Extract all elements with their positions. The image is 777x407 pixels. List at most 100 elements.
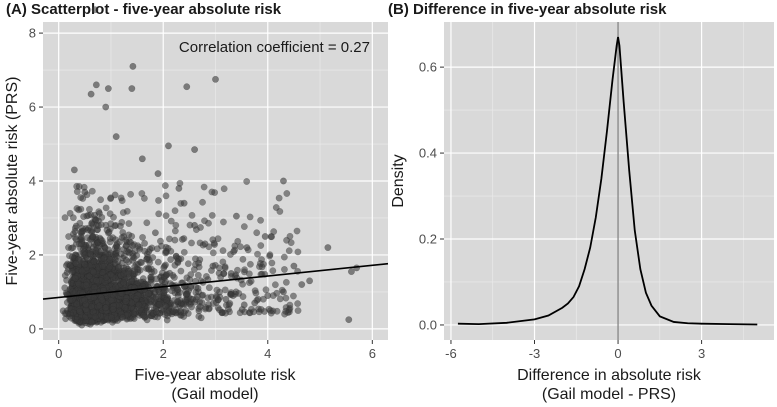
plot-a-points — [59, 6, 361, 329]
plot-a-gridlines — [43, 22, 388, 340]
scatter-point — [145, 264, 152, 272]
scatter-point — [187, 284, 194, 291]
scatter-point — [236, 309, 244, 317]
scatter-point — [171, 301, 179, 309]
scatter-point — [205, 284, 213, 292]
y-tick-label: 0.4 — [419, 146, 437, 161]
x-tick-label: 4 — [264, 346, 271, 361]
scatter-point — [178, 235, 186, 243]
scatter-point — [127, 190, 135, 198]
scatter-point — [198, 299, 206, 306]
panel-a-x-axis-title-line2: (Gail model) — [171, 386, 258, 403]
scatter-point — [90, 258, 98, 266]
scatter-point — [161, 286, 169, 294]
scatter-point — [73, 188, 81, 196]
scatter-point — [160, 264, 168, 272]
scatter-point — [162, 247, 170, 255]
scatter-point — [182, 296, 189, 304]
scatter-point — [290, 262, 298, 270]
scatter-point — [285, 247, 293, 255]
panel-a-title: (A) Scatterplot - five-year absolute ris… — [6, 1, 282, 18]
scatter-point — [143, 255, 151, 263]
scatter-point — [71, 234, 79, 241]
scatter-point — [286, 232, 294, 240]
scatter-point — [73, 300, 81, 308]
panel-a-x-axis-title-line1: Five-year absolute risk — [135, 367, 297, 384]
density-panel: (B) Difference in five-year absolute ris… — [388, 1, 774, 403]
scatter-point — [162, 192, 170, 200]
scatter-point — [188, 239, 195, 247]
scatter-point — [128, 299, 136, 307]
scatter-point — [212, 292, 220, 300]
scatter-point — [63, 276, 71, 284]
scatter-point — [186, 276, 194, 284]
scatter-point — [275, 194, 283, 202]
scatter-point — [215, 264, 223, 272]
scatter-point — [210, 239, 218, 247]
scatter-point — [106, 263, 114, 271]
scatter-point — [78, 228, 86, 235]
scatter-point — [294, 248, 302, 256]
scatter-point — [107, 271, 115, 278]
scatter-point — [155, 210, 163, 218]
scatter-point — [71, 224, 79, 232]
density-curve — [457, 36, 758, 326]
scatter-point — [122, 242, 130, 250]
correlation-annotation: Correlation coefficient = 0.27 — [179, 39, 370, 56]
scatter-point — [245, 270, 253, 278]
scatter-point — [72, 259, 80, 267]
x-tick-label: 0 — [55, 346, 62, 361]
scatter-point — [174, 258, 182, 266]
scatter-point — [280, 253, 288, 261]
scatter-point — [243, 244, 251, 251]
scatter-point — [233, 212, 240, 220]
scatter-point — [161, 302, 169, 310]
scatter-point — [163, 296, 170, 304]
scatter-point — [77, 240, 85, 248]
scatter-point — [294, 300, 302, 307]
scatter-point — [276, 295, 284, 303]
scatter-point — [246, 279, 253, 287]
scatter-point — [246, 213, 254, 221]
scatter-point — [86, 272, 93, 280]
scatter-point — [120, 279, 127, 286]
scatter-point — [251, 299, 259, 307]
scatter-point — [86, 205, 93, 213]
scatter-point — [96, 302, 103, 310]
scatter-point — [61, 214, 69, 222]
scatter-point — [282, 294, 290, 302]
scatter-point — [117, 194, 125, 202]
scatter-point — [107, 220, 115, 228]
scatter-point — [167, 256, 175, 263]
scatter-point — [220, 218, 227, 226]
scatter-point — [102, 304, 109, 312]
scatter-point — [264, 292, 272, 300]
scatter-point — [107, 194, 115, 202]
scatter-point — [120, 270, 128, 278]
scatter-point — [254, 250, 261, 258]
scatter-point — [222, 295, 230, 303]
scatter-point — [267, 307, 274, 314]
scatter-point — [65, 233, 73, 240]
scatter-point — [77, 194, 85, 201]
scatter-point — [118, 218, 126, 226]
scatter-point — [92, 247, 100, 255]
scatter-point — [132, 295, 140, 303]
scatter-point — [99, 263, 106, 270]
scatter-point — [282, 278, 290, 286]
y-tick-label: 0.6 — [419, 60, 437, 75]
scatter-point — [170, 307, 178, 315]
scatter-point — [152, 308, 160, 316]
scatter-point — [112, 283, 120, 291]
scatter-point — [287, 239, 295, 247]
panel-b-x-axis-title-line1: Difference in absolute risk — [517, 367, 702, 384]
scatter-point — [141, 247, 149, 255]
scatter-point — [128, 85, 136, 92]
scatter-point — [240, 301, 248, 309]
scatter-point — [70, 166, 78, 174]
scatter-point — [177, 267, 185, 275]
scatter-point — [294, 307, 302, 314]
scatter-point — [250, 308, 258, 316]
scatter-point — [68, 268, 76, 275]
scatter-point — [187, 295, 195, 303]
